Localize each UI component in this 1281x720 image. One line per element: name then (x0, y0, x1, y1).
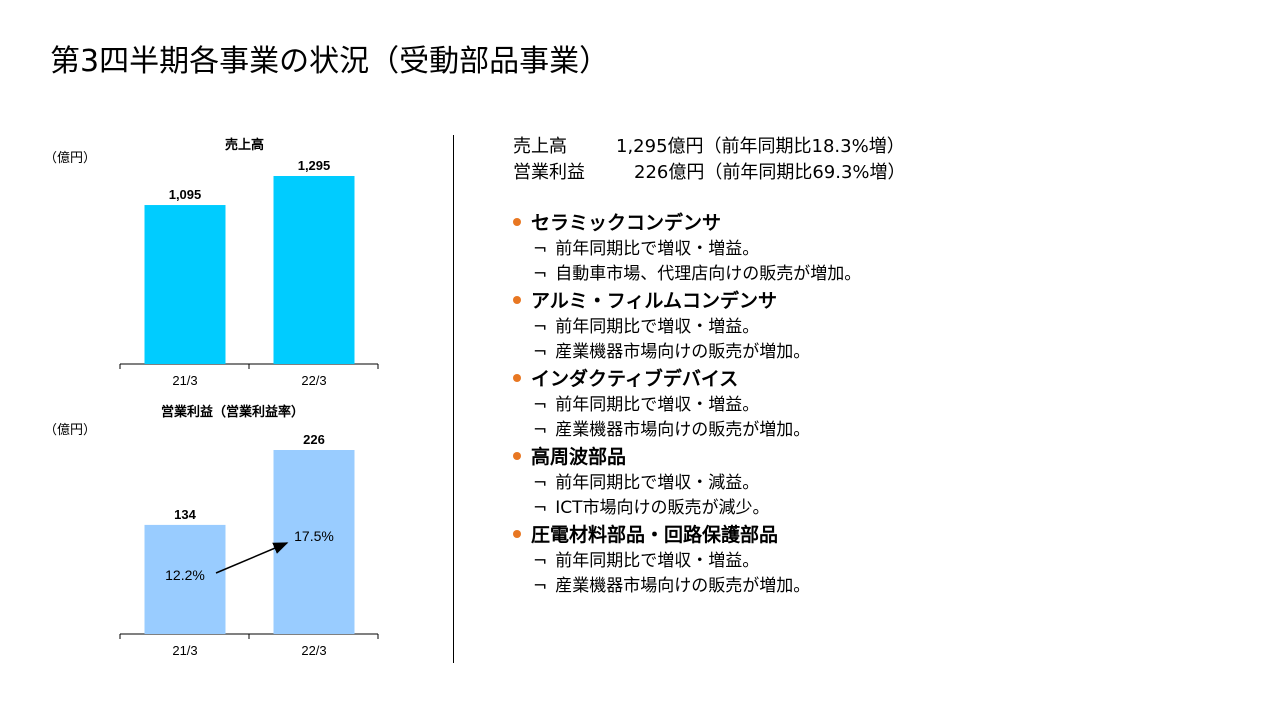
summary-op-row: 営業利益 226億円（前年同期比69.3%増） (513, 160, 906, 186)
vertical-divider (453, 135, 454, 663)
list-item: ¬ 前年同期比で増収・減益。 (513, 471, 861, 496)
section-heading: アルミ・フィルムコンデンサ (513, 287, 861, 315)
bar-21/3 (144, 524, 226, 634)
bar-22/3 (273, 450, 355, 634)
item-mark-icon: ¬ (533, 317, 548, 337)
list-item: ¬ 自動車市場、代理店向けの販売が増加。 (513, 262, 861, 287)
item-mark-icon: ¬ (533, 342, 548, 362)
bullet-icon (513, 451, 521, 460)
page-title: 第3四半期各事業の状況（受動部品事業） (50, 44, 610, 79)
item-mark-icon: ¬ (533, 473, 548, 493)
section-inductive-devices: インダクティブデバイス ¬ 前年同期比で増収・増益。 ¬ 産業機器市場向けの販売が増… (513, 365, 861, 443)
item-text: 自動車市場、代理店向けの販売が増加。 (555, 264, 862, 284)
section-heading: 高周波部品 (513, 443, 861, 471)
data-label: 226 (303, 432, 325, 447)
segment-sections: セラミックコンデンサ ¬ 前年同期比で増収・増益。 ¬ 自動車市場、代理店向けの販売… (513, 209, 861, 599)
op-income-unit-label: （億円） (44, 423, 97, 438)
section-title: セラミックコンデンサ (531, 212, 722, 234)
bullet-icon (513, 529, 521, 538)
x-tick-label: 22/3 (301, 373, 326, 388)
item-text: 産業機器市場向けの販売が増加。 (555, 576, 811, 596)
list-item: ¬ 産業機器市場向けの販売が増加。 (513, 340, 861, 365)
item-mark-icon: ¬ (533, 420, 548, 440)
bar-21/3 (144, 205, 226, 364)
item-mark-icon: ¬ (533, 239, 548, 259)
item-text: 産業機器市場向けの販売が増加。 (555, 342, 811, 362)
summary-op-value: 226億円（前年同期比69.3%増） (634, 162, 906, 183)
summary-sales-value: 1,295億円（前年同期比18.3%増） (616, 136, 905, 157)
item-mark-icon: ¬ (533, 551, 548, 571)
section-title: アルミ・フィルムコンデンサ (531, 290, 778, 312)
bullet-icon (513, 217, 521, 226)
section-piezo-circuit-protection: 圧電材料部品・回路保護部品 ¬ 前年同期比で増収・増益。 ¬ 産業機器市場向けの販売… (513, 521, 861, 599)
item-text: ICT市場向けの販売が減少。 (555, 498, 770, 518)
section-aluminum-film-capacitors: アルミ・フィルムコンデンサ ¬ 前年同期比で増収・増益。 ¬ 産業機器市場向けの販売… (513, 287, 861, 365)
margin-trend-arrow-icon (215, 542, 289, 574)
list-item: ¬ ICT市場向けの販売が減少。 (513, 496, 861, 521)
margin-label: 17.5% (294, 528, 334, 544)
data-label: 134 (174, 507, 196, 522)
bar-22/3 (273, 176, 355, 364)
list-item: ¬ 前年同期比で増収・増益。 (513, 315, 861, 340)
x-tick-label: 21/3 (172, 643, 197, 658)
section-rf-components: 高周波部品 ¬ 前年同期比で増収・減益。 ¬ ICT市場向けの販売が減少。 (513, 443, 861, 521)
sales-chart-title: 売上高 (225, 138, 265, 153)
section-ceramic-capacitors: セラミックコンデンサ ¬ 前年同期比で増収・増益。 ¬ 自動車市場、代理店向けの販売… (513, 209, 861, 287)
section-title: 高周波部品 (531, 446, 627, 468)
margin-label: 12.2% (165, 567, 205, 583)
x-tick-label: 21/3 (172, 373, 197, 388)
summary-sales-row: 売上高 1,295億円（前年同期比18.3%増） (513, 134, 906, 160)
section-title: インダクティブデバイス (531, 368, 739, 390)
item-text: 前年同期比で増収・増益。 (555, 551, 760, 571)
section-heading: 圧電材料部品・回路保護部品 (513, 521, 861, 549)
summary-op-label: 営業利益 (513, 162, 585, 183)
item-text: 前年同期比で増収・増益。 (555, 239, 760, 259)
section-title: 圧電材料部品・回路保護部品 (531, 524, 779, 546)
list-item: ¬ 前年同期比で増収・増益。 (513, 237, 861, 262)
bullet-icon (513, 373, 521, 382)
list-item: ¬ 前年同期比で増収・増益。 (513, 549, 861, 574)
list-item: ¬ 産業機器市場向けの販売が増加。 (513, 418, 861, 443)
x-tick-label: 22/3 (301, 643, 326, 658)
item-mark-icon: ¬ (533, 264, 548, 284)
item-mark-icon: ¬ (533, 395, 548, 415)
summary-sales-label: 売上高 (513, 136, 567, 157)
summary-block: 売上高 1,295億円（前年同期比18.3%増） 営業利益 226億円（前年同期比6… (513, 134, 906, 186)
item-text: 前年同期比で増収・増益。 (555, 395, 760, 415)
item-text: 前年同期比で増収・減益。 (555, 473, 760, 493)
list-item: ¬ 産業機器市場向けの販売が増加。 (513, 574, 861, 599)
item-text: 前年同期比で増収・増益。 (555, 317, 760, 337)
section-heading: インダクティブデバイス (513, 365, 861, 393)
list-item: ¬ 前年同期比で増収・増益。 (513, 393, 861, 418)
data-label: 1,095 (169, 187, 202, 202)
op-income-chart-title: 営業利益（営業利益率） (161, 405, 305, 420)
item-text: 産業機器市場向けの販売が増加。 (555, 420, 811, 440)
item-mark-icon: ¬ (533, 576, 548, 596)
item-mark-icon: ¬ (533, 498, 548, 518)
section-heading: セラミックコンデンサ (513, 209, 861, 237)
bullet-icon (513, 295, 521, 304)
data-label: 1,295 (298, 158, 331, 173)
sales-unit-label: （億円） (44, 151, 97, 166)
